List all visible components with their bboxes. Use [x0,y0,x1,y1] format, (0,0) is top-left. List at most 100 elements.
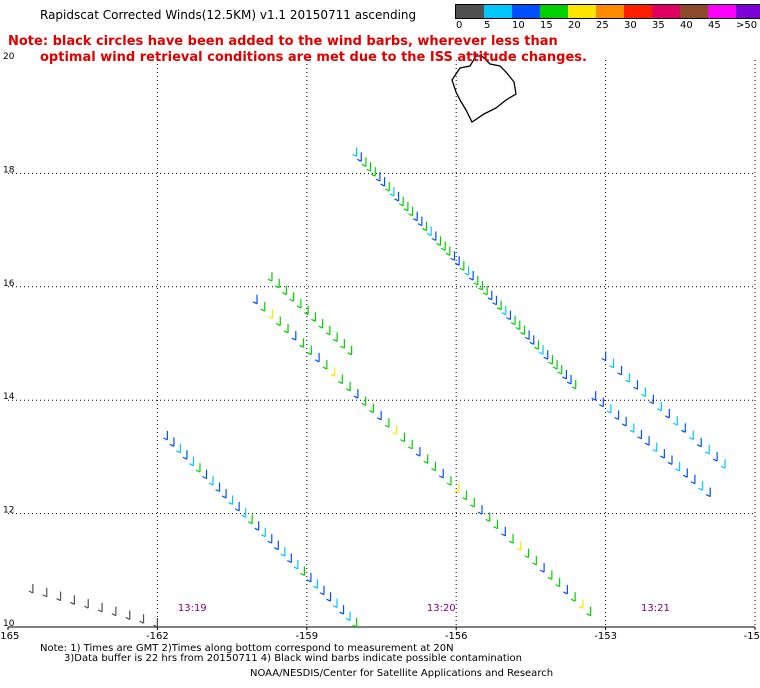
wind-barb [280,547,286,557]
wind-barb [234,501,240,512]
legend-label: >50 knots [736,20,760,31]
wind-barb [529,335,535,345]
legend-label: 20 [568,20,581,31]
wind-barb [606,404,612,414]
legend-swatch [484,5,512,18]
wind-barb [338,374,343,385]
wind-barb [332,332,338,342]
wind-barb [319,585,325,596]
wind-barb [426,226,432,237]
wind-barb [681,423,686,433]
legend-label: 5 [484,20,491,31]
legend-label: 30 [624,20,637,31]
map-title: Rapidscat Corrected Winds(12.5KM) v1.1 2… [40,8,417,22]
wind-barb [276,316,281,327]
wind-barb [423,454,429,464]
wind-barb [56,591,62,602]
wind-barb [252,294,258,305]
wind-barb [683,468,688,478]
wind-barb [446,476,452,486]
wind-barb [690,474,696,485]
wind-barb [496,300,502,311]
wind-barb [267,534,273,544]
wind-barb [311,312,317,322]
wind-barb [675,461,681,472]
wind-barb [614,410,620,421]
wind-barb [384,182,390,192]
wind-barb [202,469,208,480]
legend-swatch [680,5,708,18]
wind-barb [601,351,607,362]
wind-barb [307,345,312,356]
legend-label: 45 [708,20,721,31]
wind-barb [376,410,382,421]
wind-barb [621,416,627,427]
legend-labels: 0 5 10 15 20 25 30 35 40 45 >50 knots [455,19,760,33]
wind-barb [696,437,702,448]
wind-barb [97,602,103,613]
wind-barb [473,275,479,286]
wind-barb [361,396,367,406]
legend-swatch [708,5,736,18]
wind-barb [482,285,488,296]
wind-barb [436,236,442,246]
wind-barb [566,374,572,385]
wind-barb [274,540,279,551]
wind-barb [153,618,158,628]
legend-swatch [512,5,540,18]
wind-barb [412,211,418,222]
wind-barb [570,592,576,602]
wind-barb [353,389,359,399]
wind-barb [28,583,34,594]
lat-tick-label: 18 [3,165,15,175]
wind-barb [394,191,400,202]
wind-barb [555,577,561,588]
wind-barb [70,595,76,605]
wind-barb [667,455,673,465]
legend-swatch [568,5,596,18]
wind-barb [322,360,328,370]
wind-barb [548,355,554,365]
wind-barb [552,360,558,370]
time-labels: 13:19 13:20 13:21 [178,603,670,614]
wind-barb [591,391,597,401]
wind-barb [493,519,499,530]
credit-line: NOAA/NESDIS/Center for Satellite Applica… [250,668,554,679]
wind-barb [712,452,718,462]
wind-barb [352,147,358,157]
wind-barb [215,482,221,493]
wind-barb [524,548,530,559]
wind-barb [644,436,650,446]
wind-barb [454,483,460,493]
wind-barb [291,331,297,341]
wind-barb [361,157,367,167]
wind-barb [189,456,195,467]
wind-barb [652,442,658,453]
legend-swatch [596,5,624,18]
wind-barb [508,534,514,544]
lon-tick-label: -159 [295,631,318,642]
wind-barb [705,487,711,498]
legend-swatch [540,5,568,18]
wind-barb [169,437,175,447]
wind-barb [543,350,549,360]
wind-barb [665,408,670,419]
wind-barb [673,416,678,426]
wind-barb [422,221,428,232]
wind-barb [274,278,280,289]
lon-tick-label: -165 [0,631,19,642]
wind-barb [562,369,567,380]
note-line-2: optimal wind retrieval conditions are me… [40,50,587,65]
wind-barb [459,261,465,271]
wind-barb [641,387,647,397]
wind-barb [325,325,331,336]
wind-barb [300,566,305,576]
wind-barb [287,553,292,564]
legend-swatch [624,5,652,18]
wind-barb [208,476,214,486]
wind-barb [534,340,540,350]
wind-barb [247,514,253,525]
wind-barb [407,439,413,450]
wind-barb [469,497,475,508]
